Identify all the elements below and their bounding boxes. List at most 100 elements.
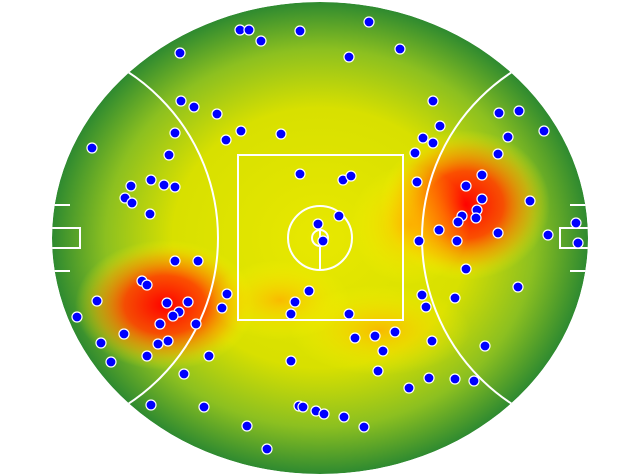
point xyxy=(479,340,491,352)
point xyxy=(125,180,137,192)
point xyxy=(372,365,384,377)
point xyxy=(190,318,202,330)
point xyxy=(512,281,524,293)
point xyxy=(492,227,504,239)
point xyxy=(294,25,306,37)
point xyxy=(423,372,435,384)
point xyxy=(389,326,401,338)
point xyxy=(243,24,255,36)
point xyxy=(221,288,233,300)
point xyxy=(333,210,345,222)
point xyxy=(538,125,550,137)
point xyxy=(542,229,554,241)
point xyxy=(167,310,179,322)
point xyxy=(158,179,170,191)
point xyxy=(169,181,181,193)
point xyxy=(434,120,446,132)
point xyxy=(188,101,200,113)
point xyxy=(216,302,228,314)
point xyxy=(493,107,505,119)
point xyxy=(145,399,157,411)
point xyxy=(178,368,190,380)
point xyxy=(118,328,130,340)
point xyxy=(303,285,315,297)
point xyxy=(241,420,253,432)
point xyxy=(169,255,181,267)
points xyxy=(71,16,584,455)
point xyxy=(570,217,582,229)
point xyxy=(451,235,463,247)
point xyxy=(345,170,357,182)
point xyxy=(403,382,415,394)
point xyxy=(297,401,309,413)
point xyxy=(452,216,464,228)
point xyxy=(261,443,273,455)
point xyxy=(318,408,330,420)
point xyxy=(416,289,428,301)
point xyxy=(161,297,173,309)
point xyxy=(449,292,461,304)
point xyxy=(460,180,472,192)
point xyxy=(294,168,306,180)
point xyxy=(192,255,204,267)
point xyxy=(409,147,421,159)
point xyxy=(502,131,514,143)
point xyxy=(86,142,98,154)
point xyxy=(413,235,425,247)
point xyxy=(95,337,107,349)
point xyxy=(145,174,157,186)
point xyxy=(460,263,472,275)
point xyxy=(427,95,439,107)
point xyxy=(513,105,525,117)
point xyxy=(211,108,223,120)
point xyxy=(363,16,375,28)
point xyxy=(285,355,297,367)
point xyxy=(420,301,432,313)
point xyxy=(275,128,287,140)
point xyxy=(449,373,461,385)
point xyxy=(476,169,488,181)
point xyxy=(394,43,406,55)
point xyxy=(91,295,103,307)
point xyxy=(427,137,439,149)
point xyxy=(417,132,429,144)
point xyxy=(349,332,361,344)
point xyxy=(358,421,370,433)
point xyxy=(470,212,482,224)
point xyxy=(235,125,247,137)
point xyxy=(141,279,153,291)
point xyxy=(289,296,301,308)
point xyxy=(169,127,181,139)
point xyxy=(154,318,166,330)
point xyxy=(433,224,445,236)
point xyxy=(411,176,423,188)
point xyxy=(175,95,187,107)
point xyxy=(492,148,504,160)
point xyxy=(126,197,138,209)
point xyxy=(476,193,488,205)
point xyxy=(198,401,210,413)
point xyxy=(468,375,480,387)
point xyxy=(426,335,438,347)
point xyxy=(377,345,389,357)
point xyxy=(220,134,232,146)
point xyxy=(152,338,164,350)
point xyxy=(71,311,83,323)
point xyxy=(182,296,194,308)
point xyxy=(162,335,174,347)
point xyxy=(174,47,186,59)
point xyxy=(343,308,355,320)
point xyxy=(255,35,267,47)
point xyxy=(338,411,350,423)
point xyxy=(317,235,329,247)
point xyxy=(369,330,381,342)
point xyxy=(285,308,297,320)
point xyxy=(141,350,153,362)
point xyxy=(144,208,156,220)
point xyxy=(312,218,324,230)
point xyxy=(343,51,355,63)
point xyxy=(203,350,215,362)
point xyxy=(524,195,536,207)
point xyxy=(572,237,584,249)
